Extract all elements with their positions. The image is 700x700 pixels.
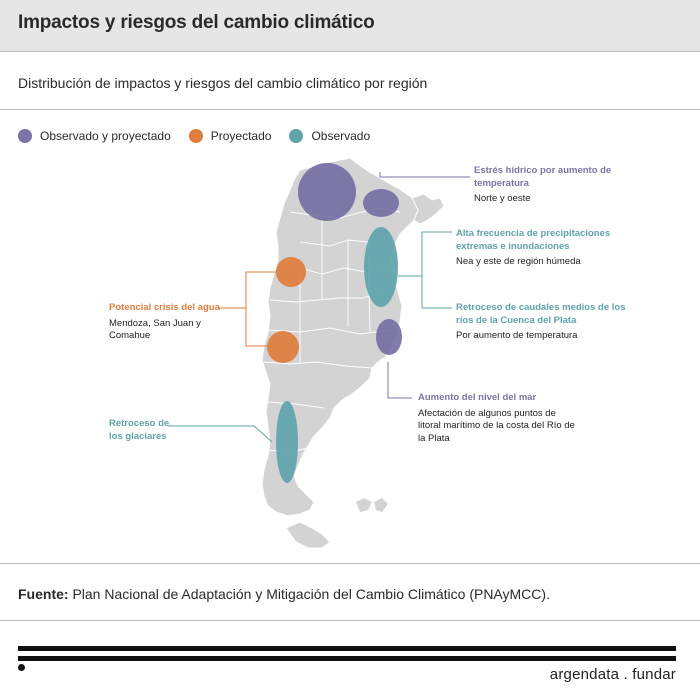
zone-agua-mendoza (276, 257, 306, 287)
annotation-title: Retroceso de caudales medios de los ríos… (456, 302, 626, 326)
annotation-agua: Potencial crisis del agua Mendoza, San J… (109, 302, 224, 343)
annotation-title: Potencial crisis del agua (109, 302, 220, 313)
legend-label: Proyectado (210, 129, 272, 143)
zone-nivel-mar (376, 319, 402, 355)
annotation-desc: Afectación de algunos puntos de litoral … (418, 407, 575, 444)
leader-line-estres (379, 172, 470, 178)
annotation-desc: Norte y oeste (474, 193, 531, 204)
chart-subtitle: Distribución de impactos y riesgos del c… (18, 75, 428, 91)
annotation-title: Alta frecuencia de precipitaciones extre… (456, 228, 611, 252)
page-title: Impactos y riesgos del cambio climático (18, 12, 375, 33)
leader-line-mar (387, 362, 412, 399)
brand-logo: argendata . fundar (549, 666, 676, 683)
annotation-mar: Aumento del nivel del mar Afectación de … (418, 392, 578, 445)
annotation-precipitaciones: Alta frecuencia de precipitaciones extre… (456, 228, 626, 269)
map-area: Estrés hídrico por aumento de temperatur… (0, 150, 700, 562)
leader-lines (168, 172, 470, 443)
impact-zones (267, 163, 402, 483)
annotation-desc: Mendoza, San Juan y Comahue (109, 317, 201, 342)
legend-label: Observado y proyectado (40, 129, 171, 143)
legend-swatch-teal (289, 129, 304, 143)
source-bar: Fuente: Plan Nacional de Adaptación y Mi… (0, 563, 700, 621)
legend-item-proyectado: Proyectado (188, 129, 272, 143)
footer-dot (18, 664, 25, 671)
subtitle-bar: Distribución de impactos y riesgos del c… (0, 52, 700, 110)
legend-item-observado-y-proyectado: Observado y proyectado (18, 129, 171, 143)
annotation-title: Retroceso de los glaciares (109, 418, 170, 442)
tierra-del-fuego (285, 521, 331, 549)
source-reference: Plan Nacional de Adaptación y Mitigación… (68, 586, 550, 602)
annotation-glaciares: Retroceso de los glaciares (109, 418, 179, 443)
footer-bar (18, 656, 676, 661)
zone-estres-noroeste (298, 163, 356, 221)
legend: Observado y proyectado Proyectado Observ… (18, 127, 388, 145)
header: Impactos y riesgos del cambio climático (0, 0, 700, 52)
annotation-title: Estrés hídrico por aumento de temperatur… (474, 165, 612, 189)
zone-agua-comahue (267, 331, 299, 363)
source-label: Fuente: (18, 586, 69, 602)
annotation-title: Aumento del nivel del mar (418, 392, 537, 403)
leader-line-agua-bracket (245, 271, 276, 347)
annotation-desc: Por aumento de temperatura (456, 330, 578, 341)
zone-precipitaciones (364, 227, 398, 307)
annotation-estres: Estrés hídrico por aumento de temperatur… (474, 165, 614, 206)
source-text: Fuente: Plan Nacional de Adaptación y Mi… (18, 586, 550, 602)
footer-bars (18, 646, 676, 666)
legend-label: Observado (311, 129, 371, 143)
leader-line-precipitaciones (398, 231, 452, 277)
legend-swatch-orange (188, 129, 203, 143)
legend-swatch-purple (18, 129, 32, 143)
islas-malvinas (356, 498, 388, 512)
annotation-desc: Nea y este de región húmeda (456, 256, 581, 267)
zone-glaciares (276, 401, 298, 483)
footer-bar (18, 646, 676, 651)
annotation-caudales: Retroceso de caudales medios de los ríos… (456, 302, 626, 343)
misiones-region (411, 193, 445, 225)
legend-item-observado: Observado (289, 129, 370, 143)
zone-estres-noreste (363, 189, 399, 217)
argentina-map (168, 157, 470, 549)
leader-line-caudales (421, 276, 452, 309)
leader-line-glaciares (168, 425, 273, 443)
